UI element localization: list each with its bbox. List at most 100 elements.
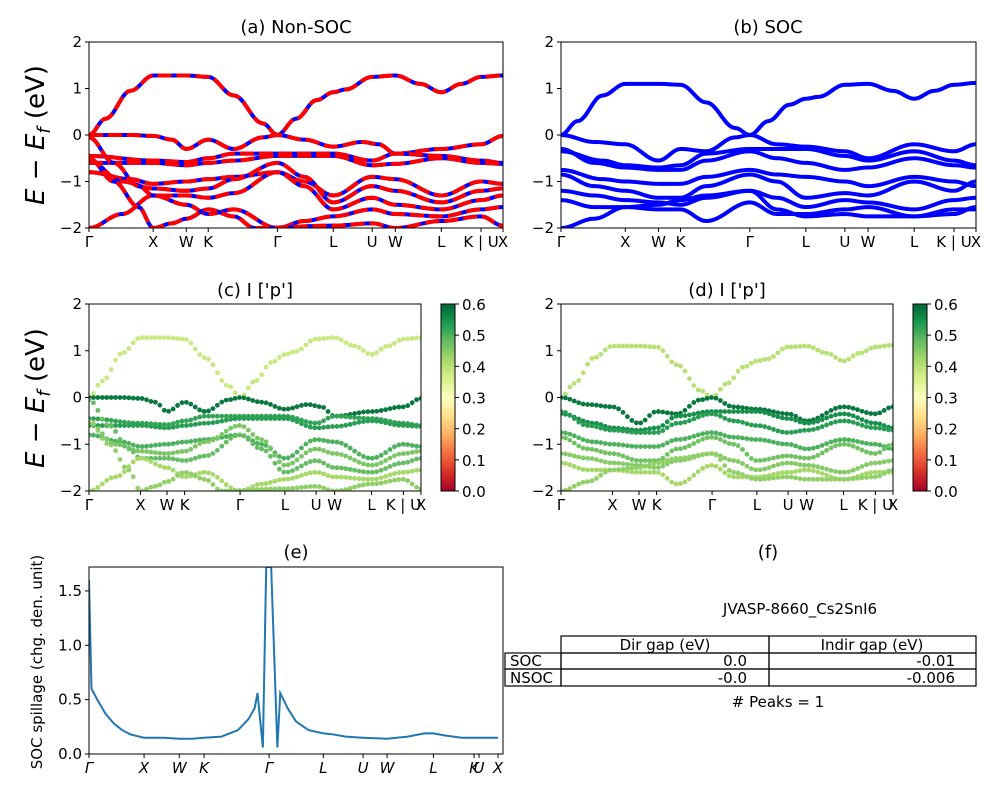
band-point — [223, 417, 229, 423]
band-point — [263, 481, 269, 486]
band-point — [678, 437, 683, 442]
band-point — [806, 420, 812, 426]
band-point — [91, 421, 96, 427]
band-point — [607, 427, 613, 433]
band-point — [157, 450, 163, 456]
colorbar-tick-label: 0.4 — [934, 358, 958, 376]
band-point — [139, 444, 145, 449]
band-point — [846, 476, 852, 482]
band-point — [890, 404, 893, 410]
band-point — [369, 462, 375, 468]
x-tick-label: K — [469, 759, 480, 777]
nsoc-indir-gap: -0.006 — [907, 669, 955, 687]
band-point — [400, 441, 406, 447]
band-point — [321, 405, 327, 410]
band-point — [99, 416, 105, 422]
band-point — [183, 474, 189, 480]
band-point — [387, 447, 393, 452]
band-point — [259, 372, 265, 378]
band-point — [126, 467, 132, 473]
band-point — [307, 338, 313, 344]
band-point — [281, 469, 287, 475]
band-point — [695, 387, 701, 393]
nsoc-dir-gap: -0.0 — [718, 669, 747, 687]
band-point — [589, 402, 595, 408]
y-tick-label: −1 — [60, 173, 82, 191]
band-point — [700, 466, 706, 471]
band-point — [598, 458, 604, 464]
band-point — [179, 474, 185, 479]
band-point — [793, 417, 799, 423]
band-point — [691, 441, 697, 446]
band-point — [374, 418, 380, 424]
band-point — [153, 335, 158, 341]
band-point — [285, 469, 291, 475]
band-point — [655, 470, 661, 475]
band-point — [365, 481, 371, 487]
band-point — [188, 446, 194, 452]
band-point — [638, 458, 644, 464]
band-point — [161, 451, 167, 456]
band-point — [607, 344, 613, 350]
band-point — [387, 406, 393, 412]
band-point — [625, 343, 630, 349]
band-point — [731, 441, 737, 447]
band-point — [824, 447, 829, 453]
band-point — [611, 343, 617, 349]
band-point — [704, 396, 710, 401]
x-tick-label: L — [281, 496, 290, 514]
band-point — [841, 469, 847, 475]
band-point — [713, 452, 719, 458]
band-point — [206, 356, 211, 362]
band-point — [392, 422, 397, 428]
band-point — [824, 410, 829, 416]
band-point — [299, 421, 304, 427]
band-point — [664, 458, 670, 463]
band-point — [890, 458, 893, 464]
colorbar-c — [440, 303, 456, 492]
band-point — [170, 456, 176, 462]
band-point — [686, 418, 692, 424]
band-point — [148, 335, 154, 341]
band-point — [561, 409, 564, 414]
band-point — [157, 402, 163, 408]
band-point — [589, 439, 595, 445]
band-point — [89, 397, 92, 403]
band-point — [338, 452, 344, 457]
x-tick-label: K | U — [463, 233, 498, 251]
band-point — [682, 407, 688, 413]
band-point — [188, 457, 194, 463]
band-point — [197, 421, 203, 427]
band-point — [846, 442, 852, 448]
x-tick-label: X — [498, 233, 508, 251]
band-point — [561, 451, 564, 456]
band-point — [104, 395, 110, 400]
y-tick-label: 1 — [72, 342, 82, 360]
band-point — [561, 434, 564, 440]
band-point — [117, 351, 123, 357]
band-point — [585, 402, 590, 407]
band-point — [859, 408, 865, 414]
band-point — [161, 425, 167, 431]
band-point — [775, 414, 781, 420]
band-point — [620, 428, 626, 434]
band-point — [170, 467, 176, 473]
band-point — [290, 460, 296, 466]
band-point — [660, 348, 666, 354]
band-point — [633, 444, 639, 449]
band-point — [740, 447, 745, 452]
band-point — [418, 396, 421, 401]
band-point — [872, 451, 878, 456]
band-point — [788, 474, 794, 480]
band-point — [695, 438, 701, 444]
band-point — [250, 379, 256, 385]
band-point — [722, 409, 728, 414]
band-point — [214, 419, 220, 425]
band-point — [571, 433, 577, 439]
band-point — [108, 417, 114, 423]
band-point — [299, 402, 304, 408]
band-point — [113, 418, 118, 424]
band-point — [170, 406, 176, 412]
band-point — [855, 351, 860, 356]
